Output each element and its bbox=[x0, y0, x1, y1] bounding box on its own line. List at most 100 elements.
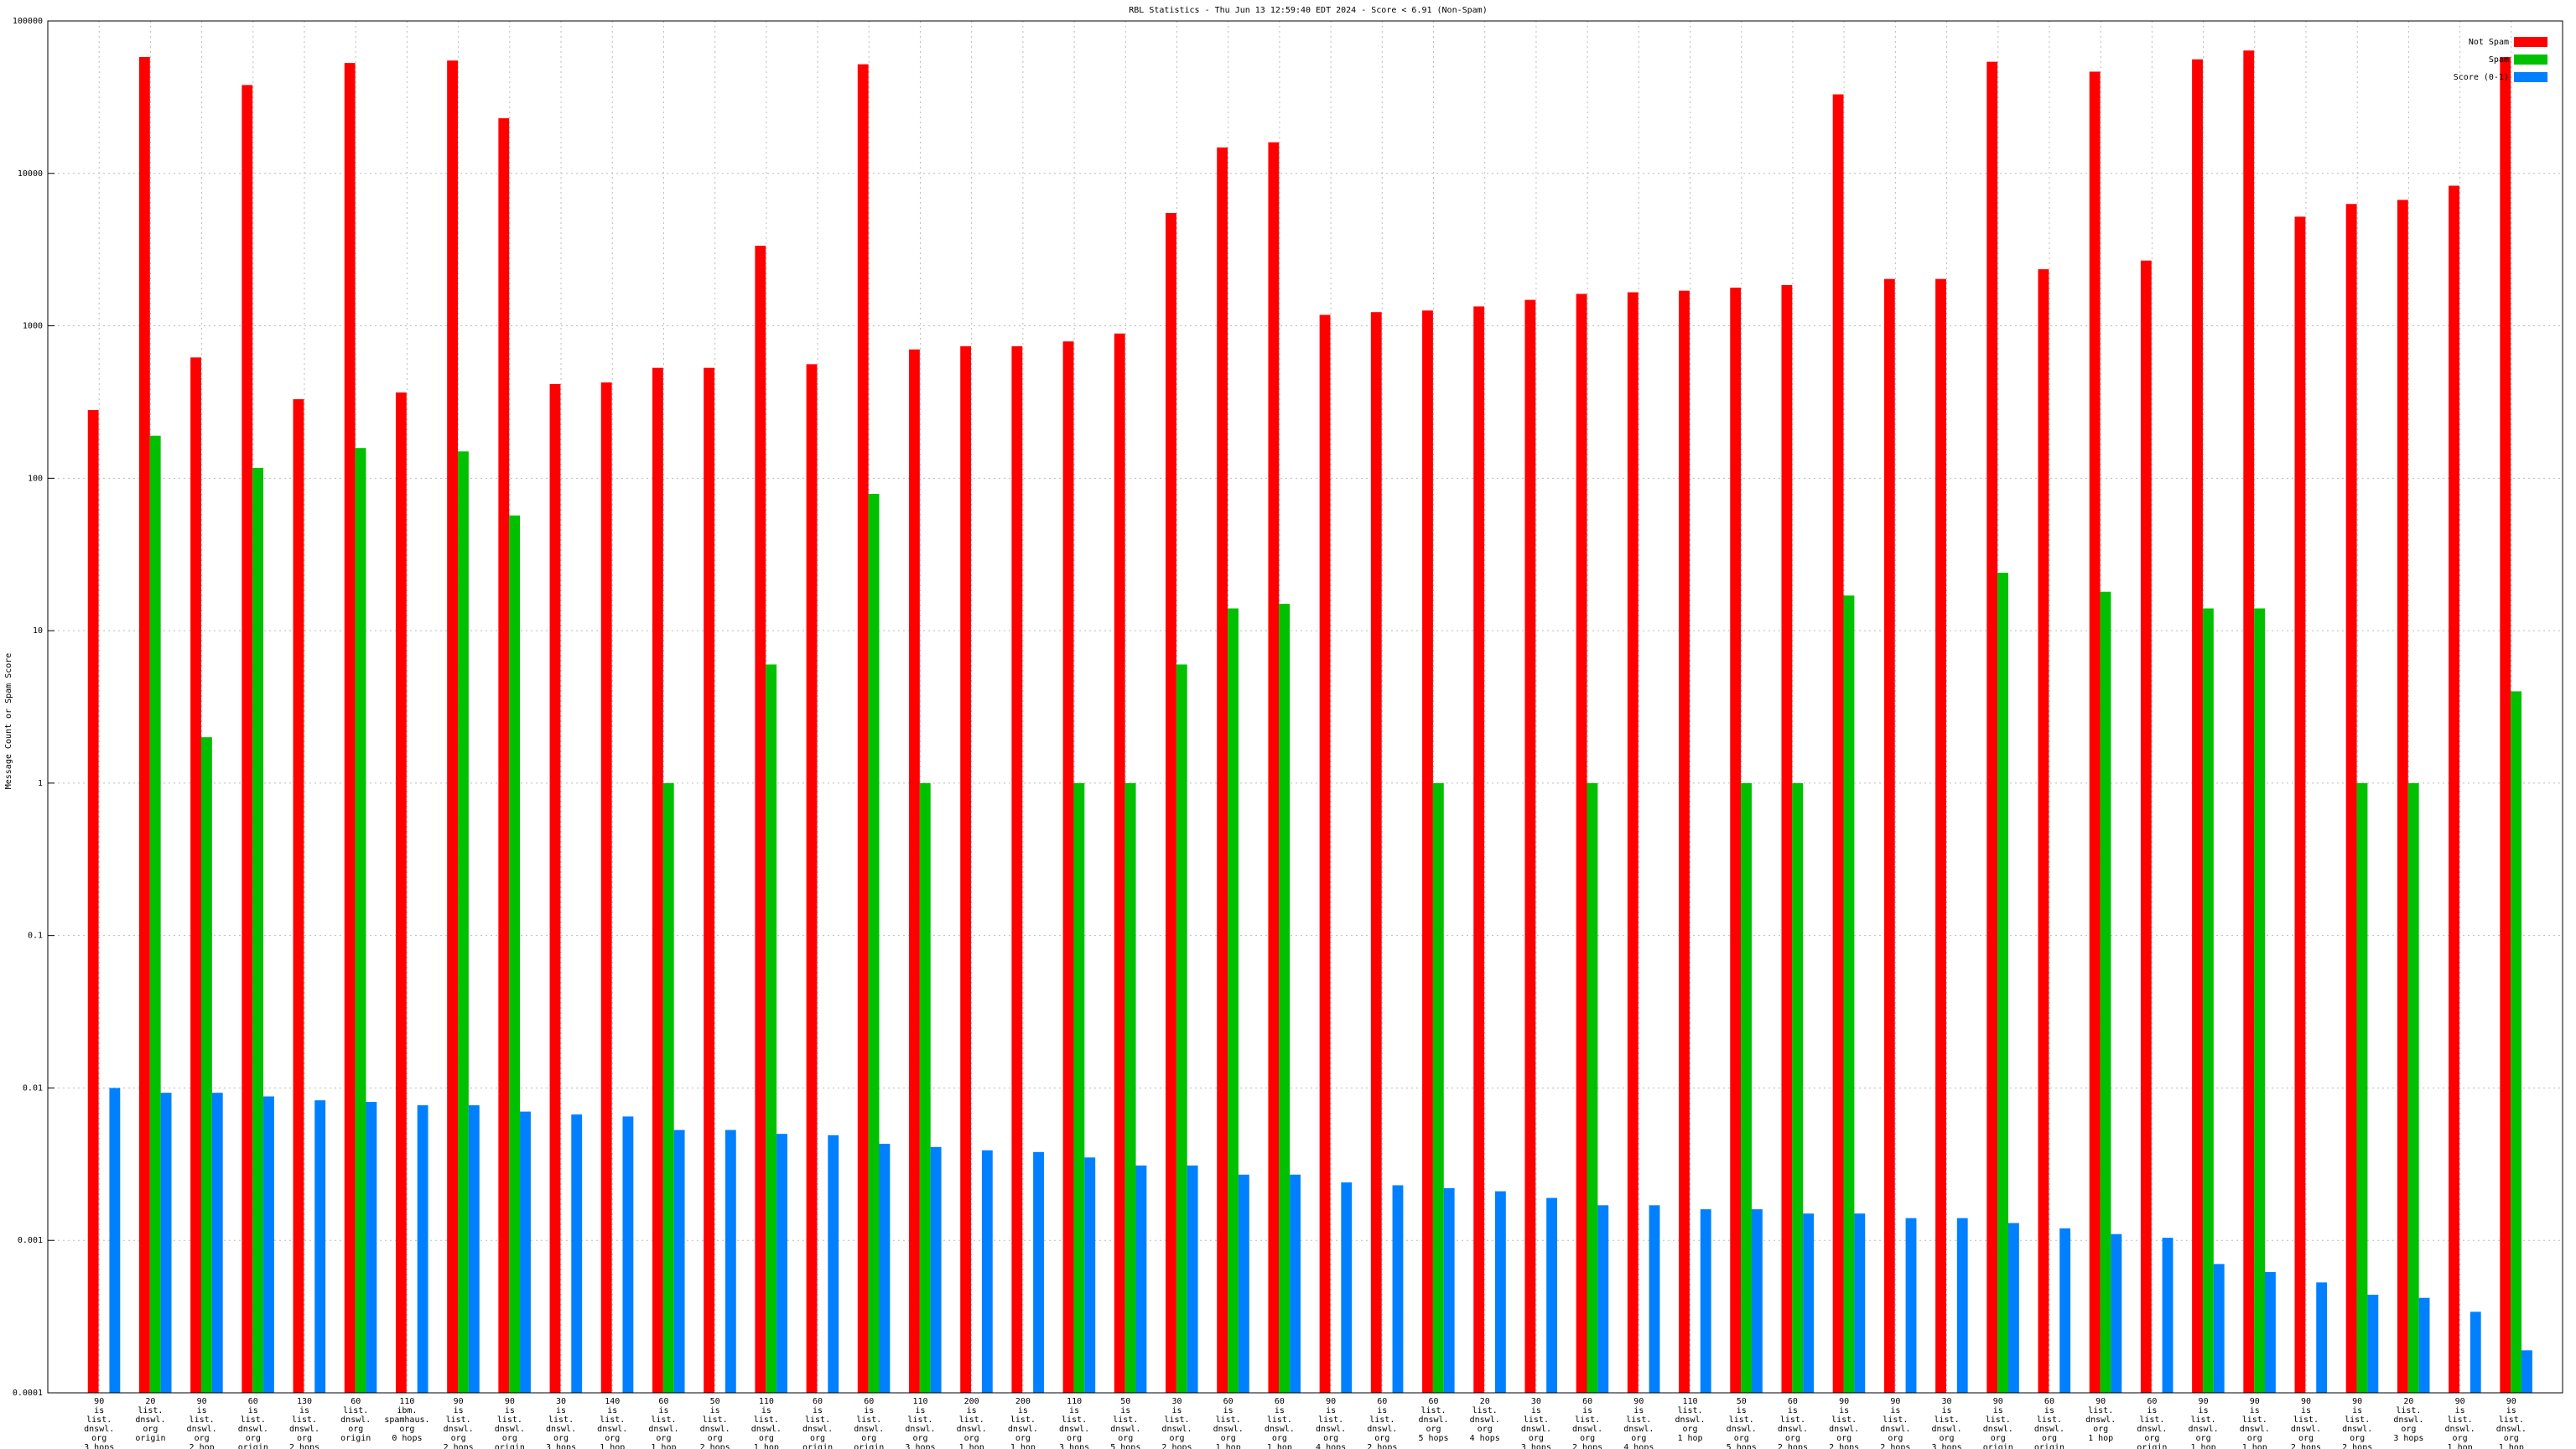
x-tick-label: 50 is list. dnswl. org 2 hops bbox=[700, 1397, 730, 1449]
bar bbox=[2162, 1238, 2174, 1393]
x-tick-label: 90 is list. dnswl. org 2 hop bbox=[187, 1397, 217, 1449]
bar bbox=[2407, 782, 2419, 1393]
legend-swatch bbox=[2514, 37, 2547, 47]
y-tick-label: 0.001 bbox=[18, 1236, 43, 1245]
bar bbox=[1956, 1218, 1968, 1393]
bar bbox=[622, 1116, 634, 1393]
bar bbox=[2192, 59, 2203, 1394]
bar bbox=[600, 382, 612, 1393]
bar bbox=[211, 1093, 223, 1393]
y-tick-label: 10000 bbox=[18, 169, 43, 179]
x-tick-label: 60 is list. dnswl. org 2 hops bbox=[1572, 1397, 1602, 1449]
chart-title: RBL Statistics - Thu Jun 13 12:59:40 EDT… bbox=[1129, 6, 1487, 15]
bar bbox=[1576, 293, 1587, 1394]
x-tick-label: 90 is list. dnswl. org 1 hop bbox=[2189, 1397, 2219, 1449]
x-tick-label: 60 is list. dnswl. org origin bbox=[802, 1397, 833, 1449]
bar bbox=[1679, 290, 1690, 1394]
bar bbox=[87, 410, 99, 1393]
bar bbox=[1627, 292, 1639, 1393]
bar bbox=[1905, 1218, 1917, 1393]
bar bbox=[520, 1111, 531, 1393]
y-tick-label: 100000 bbox=[13, 17, 43, 26]
bar bbox=[1597, 1205, 1609, 1393]
bar bbox=[355, 448, 366, 1393]
x-tick-label: 60 is list. dnswl. org origin bbox=[2034, 1397, 2064, 1449]
bar bbox=[868, 493, 880, 1394]
y-tick-label: 0.0001 bbox=[13, 1389, 43, 1398]
x-tick-label: 90 is list. dnswl. org 2 hops bbox=[1829, 1397, 1859, 1449]
x-tick-label: 90 is list. dnswl. org 2 hops bbox=[2291, 1397, 2321, 1449]
bar bbox=[149, 435, 161, 1393]
bar bbox=[1268, 142, 1280, 1393]
bar bbox=[2294, 216, 2306, 1393]
x-tick-label: 30 is list. dnswl. org 3 hops bbox=[1521, 1397, 1551, 1449]
x-tick-label: 90 is list. dnswl. org 2 hops bbox=[1880, 1397, 1910, 1449]
bar bbox=[1649, 1205, 1660, 1393]
bar bbox=[1392, 1185, 1404, 1393]
bar bbox=[2500, 57, 2511, 1393]
bar bbox=[2470, 1311, 2481, 1393]
bar bbox=[314, 1100, 326, 1393]
bar bbox=[1546, 1197, 1558, 1393]
bar bbox=[571, 1114, 583, 1393]
bar bbox=[2243, 50, 2255, 1393]
bar bbox=[1987, 61, 1998, 1393]
x-tick-label: 60 is list. dnswl. org origin bbox=[854, 1397, 884, 1449]
bar bbox=[652, 367, 663, 1394]
bar bbox=[766, 664, 777, 1393]
bar bbox=[1443, 1187, 1455, 1393]
x-tick-label: 130 is list. dnswl. org 2 hops bbox=[289, 1397, 319, 1449]
bar bbox=[549, 383, 561, 1393]
bar bbox=[1741, 782, 1752, 1393]
x-tick-label: 60 is list. dnswl. org 2 hops bbox=[1367, 1397, 1397, 1449]
bar bbox=[1730, 288, 1742, 1393]
y-tick-label: 0.01 bbox=[23, 1083, 43, 1093]
bar bbox=[879, 1144, 891, 1393]
bar bbox=[960, 345, 972, 1393]
x-tick-label: 60 is list. dnswl. org origin bbox=[2137, 1397, 2167, 1449]
bar bbox=[1370, 312, 1382, 1394]
bar bbox=[828, 1135, 839, 1393]
bar bbox=[1494, 1191, 1506, 1393]
bar bbox=[2449, 185, 2459, 1394]
x-tick-label: 110 is list. dnswl. org 1 hop bbox=[751, 1397, 782, 1449]
legend-label: Spam bbox=[2489, 55, 2509, 65]
bar bbox=[509, 515, 521, 1393]
bar bbox=[1883, 278, 1895, 1393]
x-tick-label: 30 is list. dnswl. org 2 hops bbox=[1161, 1397, 1192, 1449]
bar bbox=[673, 1130, 685, 1393]
x-tick-label: 90 is list. dnswl. org 4 hops bbox=[1623, 1397, 1654, 1449]
bar bbox=[1832, 94, 1844, 1394]
x-tick-label: 60 list. dnswl. org origin bbox=[340, 1397, 371, 1443]
bar bbox=[1803, 1213, 1815, 1393]
bar bbox=[1166, 212, 1176, 1393]
bar bbox=[242, 85, 253, 1394]
bar bbox=[1422, 310, 1433, 1393]
bar bbox=[2511, 691, 2522, 1393]
y-tick-label: 1000 bbox=[23, 322, 43, 331]
bar bbox=[1033, 1151, 1044, 1393]
x-tick-label: 20 list. dnswl. org 3 hops bbox=[2393, 1397, 2423, 1443]
x-tick-label: 60 is list. dnswl. org origin bbox=[238, 1397, 268, 1449]
bar bbox=[395, 392, 407, 1393]
bar bbox=[201, 737, 212, 1393]
bar bbox=[1279, 604, 1291, 1393]
x-tick-label: 30 is list. dnswl. org 3 hops bbox=[546, 1397, 576, 1449]
bar bbox=[447, 60, 459, 1394]
y-tick-label: 0.1 bbox=[28, 932, 43, 941]
bar bbox=[981, 1150, 993, 1393]
bar bbox=[2254, 608, 2266, 1393]
x-tick-label: 60 is list. dnswl. org 2 hops bbox=[1778, 1397, 1808, 1449]
bar bbox=[1238, 1174, 1249, 1393]
x-tick-label: 90 list. dnswl. org 1 hop bbox=[2085, 1397, 2116, 1443]
bar bbox=[2397, 200, 2408, 1393]
bar bbox=[1524, 299, 1536, 1394]
x-tick-label: 90 is list. dnswl. org origin bbox=[1983, 1397, 2013, 1449]
bar bbox=[1290, 1174, 1301, 1393]
x-tick-label: 140 is list. dnswl. org 1 hop bbox=[597, 1397, 627, 1449]
bar bbox=[160, 1093, 172, 1393]
x-tick-label: 20 list. dnswl. org origin bbox=[135, 1397, 165, 1443]
bar bbox=[263, 1096, 274, 1393]
